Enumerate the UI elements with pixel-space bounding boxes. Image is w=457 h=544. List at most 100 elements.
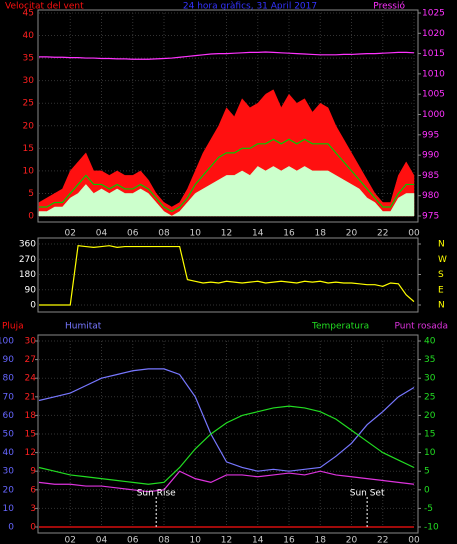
y-tick-label: 10 <box>23 166 35 176</box>
y2-tick-label: 1000 <box>422 110 445 120</box>
y-tick-label: 5 <box>28 189 34 199</box>
series-area <box>38 166 415 217</box>
y2-tick-label: 25 <box>424 392 435 402</box>
y-tick-label: 0 <box>8 523 14 533</box>
y2-tick-label: 10 <box>424 448 436 458</box>
y2-tick-label: 15 <box>424 430 435 440</box>
series-line <box>39 138 414 213</box>
y2-tick-label: 20 <box>424 411 436 421</box>
y3-tick-label: 12 <box>25 448 36 458</box>
y-tick-label: 70 <box>3 392 15 402</box>
y2-tick-label: 30 <box>424 374 436 384</box>
y-tick-label: 60 <box>3 411 15 421</box>
y2-tick-label: N <box>438 240 445 250</box>
x-tick-label: 10 <box>190 229 202 239</box>
y2-tick-label: 1010 <box>422 69 445 79</box>
annotation-label: Sun Rise <box>137 489 176 499</box>
y2-tick-label: 990 <box>422 151 439 161</box>
y-tick-label: 90 <box>3 355 15 365</box>
series-name: Velocitat del vent <box>5 2 84 12</box>
y2-tick-label: 1015 <box>422 49 445 59</box>
y-tick-label: 40 <box>23 31 35 41</box>
series-name: Pluja <box>2 322 24 332</box>
series-line <box>39 245 415 306</box>
y-tick-label: 30 <box>23 76 35 86</box>
x-tick-label: 10 <box>190 536 202 544</box>
y2-tick-label: W <box>438 255 447 265</box>
y2-tick-label: 1025 <box>422 9 445 19</box>
x-tick-label: 00 <box>408 229 420 239</box>
y3-tick-label: 30 <box>25 337 37 347</box>
x-tick-label: 12 <box>221 536 232 544</box>
y-tick-label: 15 <box>23 144 34 154</box>
x-tick-label: 20 <box>346 536 358 544</box>
y3-tick-label: 9 <box>30 467 36 477</box>
x-tick-label: 08 <box>158 536 170 544</box>
y-tick-label: 270 <box>19 255 36 265</box>
y2-tick-label: 975 <box>422 212 439 222</box>
x-tick-label: 08 <box>158 229 170 239</box>
x-tick-label: 02 <box>65 536 76 544</box>
y2-tick-label: 35 <box>424 355 435 365</box>
series-name: Humitat <box>65 322 102 332</box>
x-tick-label: 18 <box>315 229 327 239</box>
y-tick-label: 0 <box>28 212 34 222</box>
y3-tick-label: 15 <box>25 430 36 440</box>
x-tick-label: 22 <box>377 536 388 544</box>
chart-title: 24 hora gràfics, 31 April 2017 <box>183 2 317 12</box>
x-tick-label: 18 <box>315 536 327 544</box>
y2-tick-label: 980 <box>422 191 439 201</box>
y2-tick-label: 1005 <box>422 90 445 100</box>
y-tick-label: 10 <box>3 504 15 514</box>
y3-tick-label: 6 <box>30 485 36 495</box>
y-tick-label: 80 <box>3 374 15 384</box>
y2-tick-label: N <box>438 301 445 311</box>
y-tick-label: 20 <box>23 121 35 131</box>
y2-tick-label: -10 <box>424 523 439 533</box>
series-line <box>38 368 415 472</box>
y3-tick-label: 0 <box>30 523 36 533</box>
y-tick-label: 180 <box>19 270 36 280</box>
x-tick-label: 06 <box>127 536 139 544</box>
y-tick-label: 360 <box>19 240 36 250</box>
panel-frame <box>37 9 419 223</box>
y3-tick-label: 27 <box>25 355 36 365</box>
x-tick-label: 22 <box>377 229 388 239</box>
x-tick-label: 14 <box>252 229 264 239</box>
x-tick-label: 00 <box>408 536 420 544</box>
y2-tick-label: E <box>438 285 444 295</box>
annotation-label: Sun Set <box>350 489 385 499</box>
y-tick-label: 45 <box>23 9 34 19</box>
x-tick-label: 14 <box>252 536 264 544</box>
y-tick-label: 50 <box>3 430 15 440</box>
series-name: Temperatura <box>311 322 369 332</box>
y2-tick-label: 40 <box>424 337 436 347</box>
y-tick-label: 100 <box>0 337 14 347</box>
series-line <box>39 51 415 60</box>
y3-tick-label: 21 <box>25 392 36 402</box>
x-tick-label: 04 <box>96 229 108 239</box>
series-line <box>38 470 415 493</box>
y3-tick-label: 3 <box>30 504 36 514</box>
x-tick-label: 04 <box>96 536 108 544</box>
x-tick-label: 16 <box>283 229 295 239</box>
y2-tick-label: 5 <box>424 467 430 477</box>
y3-tick-label: 18 <box>25 411 37 421</box>
x-tick-label: 20 <box>346 229 358 239</box>
y2-tick-label: 985 <box>422 171 439 181</box>
y2-tick-label: -5 <box>424 504 433 514</box>
y3-tick-label: 24 <box>25 374 37 384</box>
series-name: Pressió <box>373 1 405 12</box>
y-tick-label: 40 <box>3 448 15 458</box>
y-tick-label: 90 <box>25 285 37 295</box>
y2-tick-label: S <box>438 270 444 280</box>
x-tick-label: 02 <box>65 229 76 239</box>
y-tick-label: 25 <box>23 99 34 109</box>
y-tick-label: 0 <box>30 301 36 311</box>
x-tick-label: 12 <box>221 229 232 239</box>
y-tick-label: 30 <box>3 467 15 477</box>
y2-tick-label: 1020 <box>422 29 445 39</box>
series-line <box>38 405 415 485</box>
